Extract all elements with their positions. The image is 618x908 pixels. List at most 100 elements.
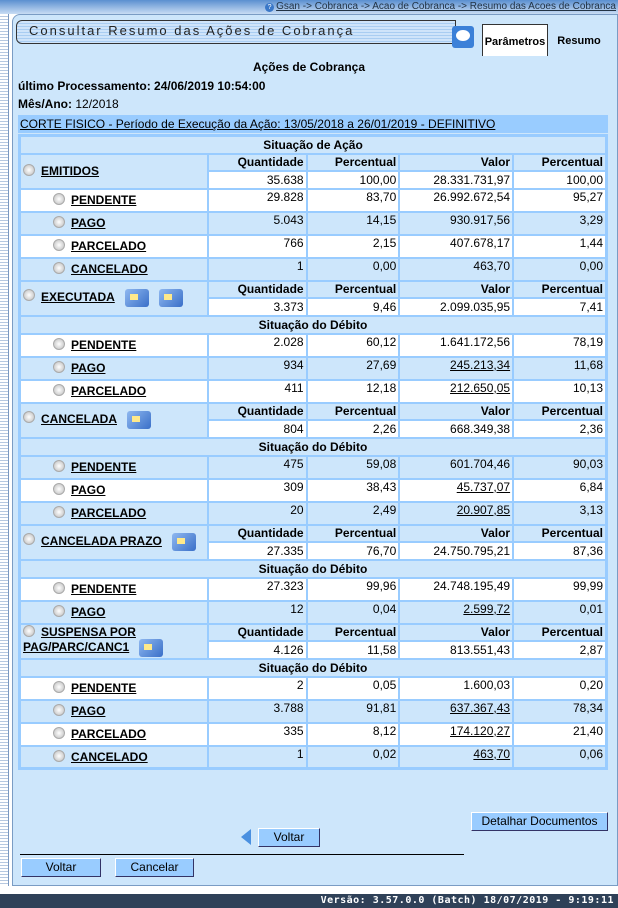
- valor-link[interactable]: 45.737,07: [456, 479, 511, 494]
- item-value: 26.992.672,54: [398, 187, 515, 213]
- radio-button[interactable]: [53, 384, 65, 396]
- radio-button[interactable]: [53, 262, 65, 274]
- radio-button[interactable]: [53, 749, 65, 762]
- folder-icon[interactable]: [139, 639, 164, 657]
- column-header: Quantidade: [206, 622, 308, 642]
- radio-button[interactable]: [53, 193, 65, 205]
- breadcrumb[interactable]: ? Gsan -> Cobranca -> Acao de Cobranca ->…: [265, 1, 616, 12]
- valor-link[interactable]: 245.213,34: [450, 357, 511, 372]
- valor-link[interactable]: 20.907,85: [456, 502, 511, 517]
- item-value: 1.600,03: [398, 675, 515, 701]
- radio-button[interactable]: [23, 411, 35, 423]
- summary-value: 27.335: [206, 540, 308, 561]
- chat-icon[interactable]: [452, 26, 474, 48]
- item-link[interactable]: PARCELADO: [71, 727, 147, 741]
- item-link[interactable]: PAGO: [71, 361, 106, 375]
- item-label: PAGO: [18, 599, 209, 625]
- item-value: 3,29: [512, 210, 608, 236]
- radio-button[interactable]: [23, 533, 35, 545]
- item-link[interactable]: PAGO: [71, 605, 106, 619]
- valor-link[interactable]: 212.650,05: [450, 380, 511, 395]
- item-link[interactable]: CANCELADO: [71, 749, 148, 764]
- item-link[interactable]: PENDENTE: [71, 460, 137, 474]
- item-value: 463,70: [398, 256, 515, 282]
- voltar-inner-button[interactable]: Voltar: [258, 828, 320, 847]
- valor-link[interactable]: 637.367,43: [450, 700, 511, 715]
- radio-button[interactable]: [53, 681, 65, 693]
- item-link[interactable]: PENDENTE: [71, 193, 137, 207]
- folder-icon[interactable]: [127, 411, 151, 429]
- folder-icon[interactable]: [158, 289, 183, 307]
- tab-resumo[interactable]: Resumo: [557, 35, 601, 47]
- radio-button[interactable]: [53, 506, 65, 518]
- item-link[interactable]: PARCELADO: [71, 506, 147, 520]
- folder-icon[interactable]: [124, 289, 149, 307]
- radio-button[interactable]: [53, 460, 65, 472]
- left-rail: [0, 14, 9, 886]
- valor-link[interactable]: 174.120,27: [450, 723, 511, 738]
- value-text: 309: [283, 479, 304, 494]
- section-link[interactable]: CANCELADA PRAZO: [41, 534, 162, 549]
- radio-button[interactable]: [53, 239, 65, 251]
- radio-button[interactable]: [53, 605, 65, 617]
- section-link[interactable]: EMITIDOS: [41, 164, 100, 178]
- radio-button[interactable]: [23, 289, 35, 301]
- radio-button[interactable]: [53, 727, 65, 739]
- acao-header[interactable]: CORTE FISICO - Período de Execução da Aç…: [18, 115, 608, 133]
- value-text: 99,96: [366, 578, 397, 593]
- value-text: 930.917,56: [450, 212, 511, 227]
- item-link[interactable]: PENDENTE: [71, 681, 137, 695]
- valor-link[interactable]: 463,70: [473, 746, 511, 761]
- section-link[interactable]: CANCELADA: [41, 412, 117, 427]
- cancelar-button[interactable]: Cancelar: [115, 858, 194, 877]
- table-row: CANCELADO 1 0,02 463,70 0,06: [18, 744, 608, 770]
- item-value: 174.120,27: [398, 721, 515, 747]
- radio-button[interactable]: [53, 582, 65, 594]
- radio-button[interactable]: [23, 625, 35, 637]
- tab-parametros[interactable]: Parâmetros: [482, 24, 548, 56]
- summary-value: 9,46: [305, 296, 401, 317]
- folder-icon[interactable]: [171, 533, 196, 551]
- item-value: 6,84: [512, 477, 608, 503]
- situacao-debito-header: Situação do Débito: [18, 314, 608, 335]
- item-link[interactable]: PAGO: [71, 704, 106, 718]
- voltar-button[interactable]: Voltar: [21, 858, 101, 877]
- detalhar-documentos-button[interactable]: Detalhar Documentos: [471, 812, 608, 831]
- radio-button[interactable]: [53, 216, 65, 228]
- value-text: 60,12: [366, 334, 397, 349]
- item-value: 27.323: [206, 576, 308, 602]
- item-value: 0,05: [305, 675, 401, 701]
- value-text: 6,84: [579, 479, 603, 494]
- section-link[interactable]: SUSPENSA POR PAG/PARC/CANC1: [23, 625, 136, 655]
- section-link[interactable]: EXECUTADA: [41, 290, 115, 305]
- value-text: 99,99: [572, 578, 603, 593]
- item-value: 475: [206, 454, 308, 480]
- valor-link[interactable]: 2.599,72: [463, 601, 511, 616]
- situacao-debito-header: Situação do Débito: [18, 558, 608, 579]
- item-link[interactable]: PENDENTE: [71, 338, 137, 352]
- table-row: PARCELADO 335 8,12 174.120,27 21,40: [18, 721, 608, 747]
- item-link[interactable]: PARCELADO: [71, 384, 147, 398]
- item-link[interactable]: PAGO: [71, 483, 106, 497]
- value-text: 0,01: [579, 601, 603, 616]
- value-text: 78,34: [572, 700, 603, 715]
- table-row: PENDENTE 29.828 83,70 26.992.672,54 95,27: [18, 187, 608, 213]
- breadcrumb-text[interactable]: Gsan -> Cobranca -> Acao de Cobranca -> …: [276, 1, 616, 12]
- radio-button[interactable]: [53, 704, 65, 716]
- help-icon[interactable]: ?: [265, 3, 275, 12]
- item-link[interactable]: PENDENTE: [71, 582, 137, 596]
- radio-button[interactable]: [53, 483, 65, 495]
- radio-button[interactable]: [23, 164, 35, 176]
- radio-button[interactable]: [53, 338, 65, 350]
- item-link[interactable]: PARCELADO: [71, 239, 147, 253]
- value-text: 5.043: [273, 212, 304, 227]
- item-link[interactable]: PAGO: [71, 216, 106, 230]
- radio-button[interactable]: [53, 361, 65, 373]
- section-header-row: SUSPENSA POR PAG/PARC/CANC1 Quantidade Per…: [18, 622, 608, 660]
- value-text: 0,05: [372, 677, 397, 692]
- value-text: 83,70: [366, 189, 397, 204]
- section-summary-row: 35.638 100,00 28.331.731,97 100,00: [20, 169, 608, 190]
- back-arrow-icon[interactable]: [241, 829, 251, 845]
- item-link[interactable]: CANCELADO: [71, 262, 148, 276]
- summary-value: 668.349,38: [398, 418, 515, 439]
